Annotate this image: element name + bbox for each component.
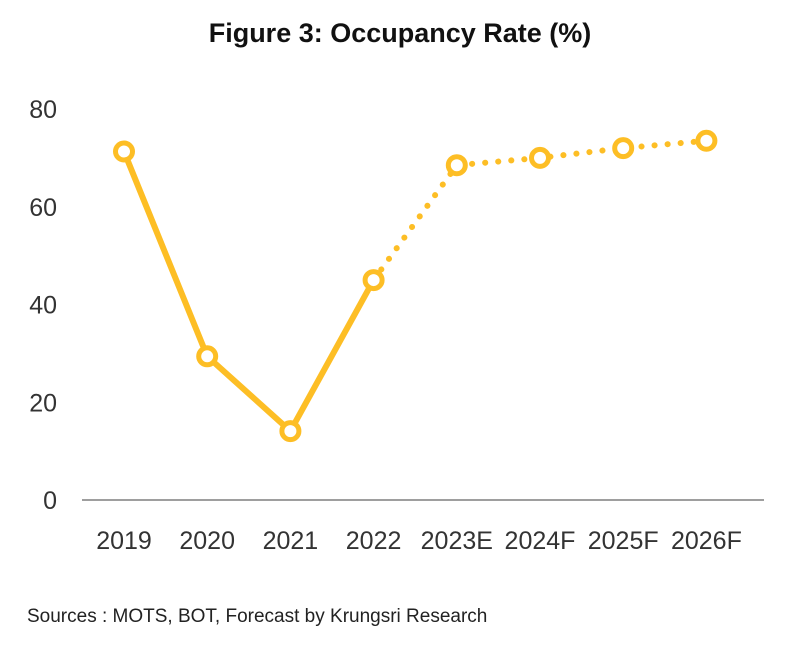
data-point-2021 [279, 420, 302, 443]
x-tick-label: 2024F [505, 527, 576, 555]
line-chart: 0 20 40 60 80 2019 2020 2021 2022 2023E 2024F 2025… [29, 96, 764, 555]
data-point-2020 [196, 345, 219, 368]
x-axis-ticks: 2019 2020 2021 2022 2023E 2024F 2025F 2026F [96, 527, 742, 555]
y-axis-ticks: 0 20 40 60 80 [29, 96, 57, 515]
x-tick-label: 2020 [179, 527, 235, 555]
data-point-2022 [362, 269, 385, 292]
y-tick-label: 80 [29, 96, 57, 124]
x-tick-label: 2022 [346, 527, 402, 555]
actual-series-line [121, 148, 377, 435]
y-tick-label: 60 [29, 194, 57, 222]
x-tick-label: 2023E [421, 527, 493, 555]
data-point-2019 [113, 140, 135, 163]
y-tick-label: 20 [29, 389, 57, 417]
chart-title: Figure 3: Occupancy Rate (%) [208, 18, 592, 48]
data-point-2023e [445, 154, 468, 177]
x-tick-label: 2026F [671, 527, 742, 555]
x-tick-label: 2025F [588, 527, 659, 555]
y-tick-label: 0 [43, 487, 57, 515]
source-note: Sources : MOTS, BOT, Forecast by Krungsr… [27, 606, 488, 627]
series-points [113, 129, 718, 443]
x-tick-label: 2021 [263, 527, 319, 555]
series-lines [121, 137, 710, 435]
data-point-2026f [695, 129, 718, 152]
x-tick-label: 2019 [96, 527, 152, 555]
data-point-2024f [529, 146, 551, 169]
data-point-2025f [612, 137, 635, 160]
y-tick-label: 40 [29, 292, 57, 320]
